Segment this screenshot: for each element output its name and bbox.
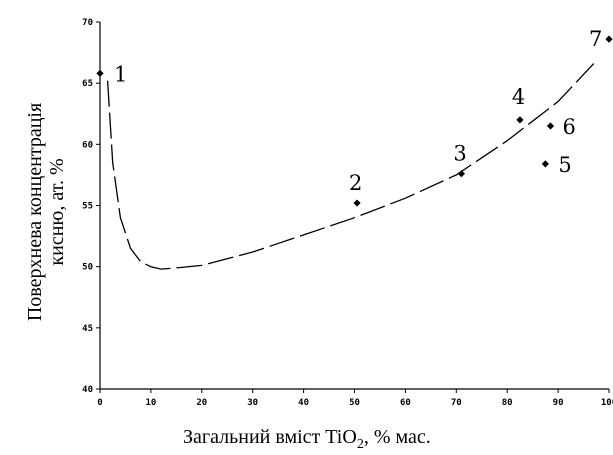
data-point	[457, 170, 465, 178]
x-axis-label: Загальний вміст TiO2, % мас.	[183, 426, 431, 452]
y-tick-label: 55	[82, 202, 93, 212]
x-tick-label: 80	[502, 398, 513, 408]
data-point	[546, 122, 555, 130]
x-tick-label: 10	[145, 398, 156, 408]
y-tick-group: 40 45 50 55 60 65 70	[82, 18, 100, 395]
x-tick-label: 90	[553, 398, 564, 408]
y-axis-label-line1: Поверхнева концентрація	[24, 103, 46, 321]
data-point	[541, 160, 549, 168]
y-tick-label: 60	[82, 140, 93, 150]
y-tick-label: 40	[82, 385, 93, 395]
data-point	[96, 69, 104, 77]
data-points	[96, 35, 613, 207]
data-point	[605, 35, 613, 43]
trend-line	[106, 63, 595, 270]
y-tick-label: 70	[82, 18, 93, 28]
point-label: 5	[558, 153, 571, 177]
x-tick-label: 0	[97, 398, 102, 408]
point-label: 7	[589, 27, 602, 51]
y-axis-label-line2: кисню, ат. %	[46, 158, 68, 265]
point-labels: 1 2 3 4 5 6 7	[114, 27, 602, 195]
x-tick-label: 40	[298, 398, 309, 408]
point-label: 1	[114, 62, 127, 86]
y-tick-label: 65	[82, 79, 93, 89]
x-tick-label: 30	[247, 398, 258, 408]
y-axis-label: Поверхнева концентрація кисню, ат. %	[24, 103, 68, 321]
point-label: 2	[349, 171, 362, 195]
x-tick-label: 50	[349, 398, 360, 408]
x-tick-group: 0 10 20 30 40 50 60 70 80 90 100	[97, 389, 613, 408]
plot-axes	[99, 22, 609, 390]
point-label: 3	[453, 142, 466, 166]
data-point	[353, 199, 361, 207]
y-tick-label: 45	[82, 324, 93, 334]
x-tick-label: 70	[451, 398, 462, 408]
x-tick-label: 60	[400, 398, 411, 408]
point-label: 4	[512, 85, 525, 109]
data-point	[516, 116, 524, 124]
point-label: 6	[562, 115, 575, 139]
x-tick-label: 100	[601, 398, 613, 408]
x-tick-label: 20	[196, 398, 207, 408]
y-tick-label: 50	[82, 263, 93, 273]
